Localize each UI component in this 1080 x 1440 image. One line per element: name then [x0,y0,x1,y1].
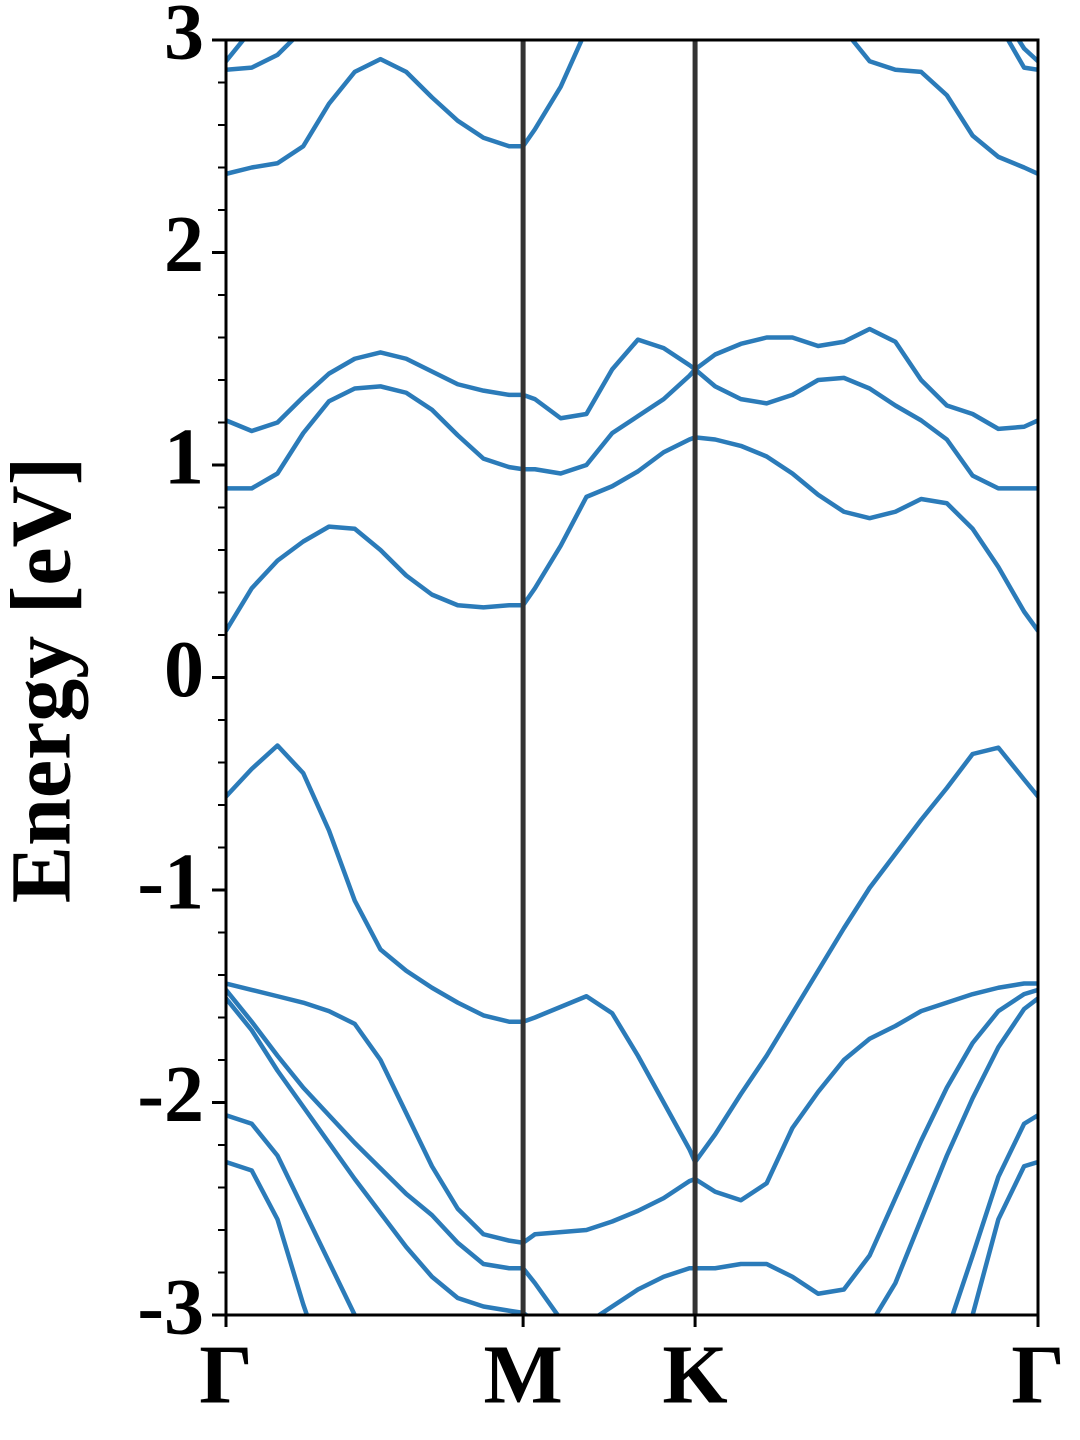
band-line [226,40,1038,64]
x-tick-label: M [483,1328,562,1421]
y-tick-label: 1 [164,413,204,501]
band-line [226,1113,1038,1315]
band-line [226,435,1038,633]
y-tick-label: 0 [164,626,204,714]
y-tick-label: -3 [137,1263,204,1351]
y-tick-label: -1 [137,838,204,926]
band-line [226,40,1038,177]
plot-frame [224,38,1040,1317]
y-axis-label: Energy [eV] [0,457,89,904]
y-tick-label: 3 [164,0,204,76]
band-line [226,981,1038,1245]
plot-area [226,40,1038,1315]
band-line [226,743,1038,1165]
x-tick-label: K [662,1328,727,1421]
band-line [226,40,1038,72]
y-tick-label: -2 [137,1051,204,1139]
x-tick-label: Γ [199,1328,252,1421]
band-line [226,326,1038,434]
band-line [226,367,1038,491]
band-line [226,996,1038,1315]
y-tick-label: 2 [164,201,204,289]
x-tick-label: Γ [1011,1328,1064,1421]
band-line [226,987,1038,1315]
band-line [226,1159,1038,1315]
